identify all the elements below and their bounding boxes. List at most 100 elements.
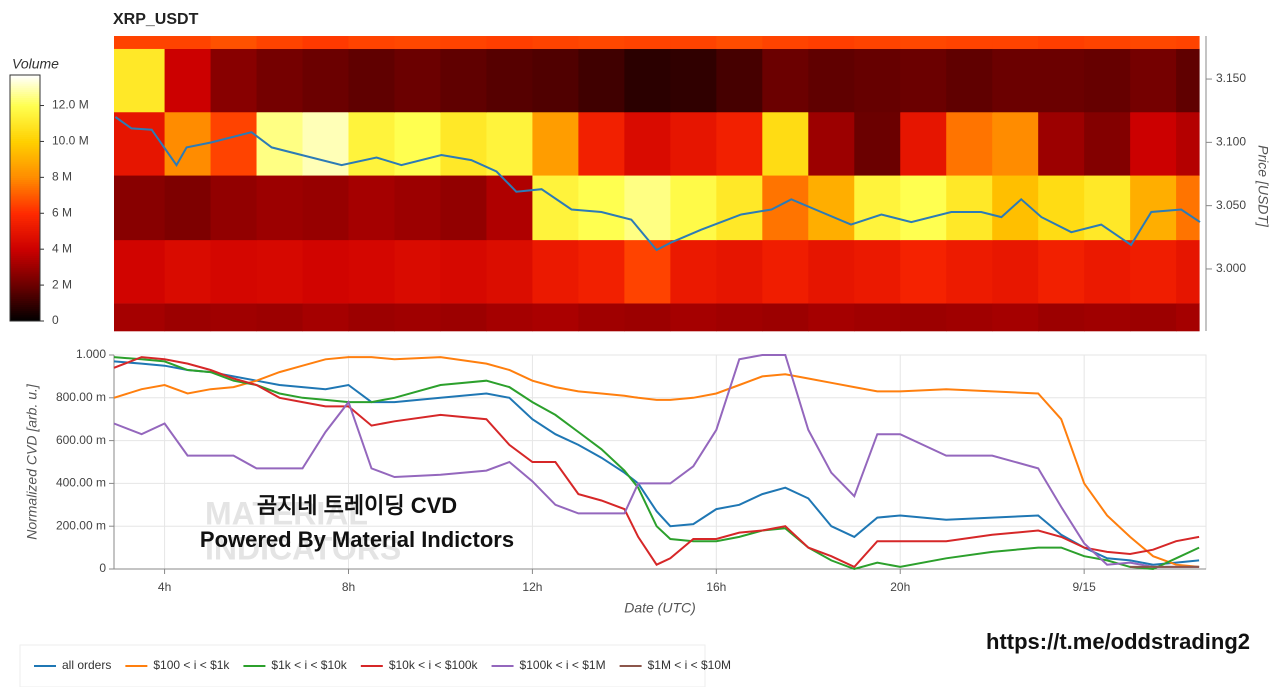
colorbar-swatch bbox=[10, 165, 40, 168]
colorbar-swatch bbox=[10, 214, 40, 217]
heatmap-cell bbox=[394, 239, 441, 304]
legend-label: $100 < i < $1k bbox=[153, 658, 230, 672]
colorbar-swatch bbox=[10, 116, 40, 119]
colorbar-swatch bbox=[10, 245, 40, 248]
heatmap-cell bbox=[1176, 303, 1200, 332]
x-axis-label: Date (UTC) bbox=[624, 600, 696, 616]
colorbar-swatch bbox=[10, 128, 40, 131]
colorbar-swatch bbox=[10, 228, 40, 232]
colorbar-title: Volume bbox=[12, 56, 59, 72]
heatmap-cell bbox=[486, 303, 533, 332]
cvd-line bbox=[113, 356, 1200, 568]
heatmap-cell bbox=[624, 175, 671, 241]
colorbar-swatch bbox=[10, 179, 40, 183]
heatmap-cell bbox=[348, 111, 395, 176]
heatmap-cell bbox=[440, 48, 487, 113]
heatmap-cell bbox=[256, 175, 304, 241]
heatmap-cell bbox=[164, 48, 212, 113]
colorbar-swatch bbox=[10, 107, 40, 111]
heatmap-cell bbox=[624, 48, 671, 113]
y-axis-label: Price [USDT] bbox=[1255, 145, 1271, 228]
colorbar-swatch bbox=[10, 282, 40, 285]
heatmap-cell bbox=[670, 111, 717, 176]
heatmap-cell bbox=[854, 239, 901, 304]
heatmap-cell bbox=[1130, 175, 1177, 241]
colorbar-swatch bbox=[10, 298, 40, 301]
logo-watermark: INDICATORS bbox=[205, 530, 401, 566]
colorbar-swatch bbox=[10, 251, 40, 254]
heatmap-cell bbox=[578, 239, 625, 304]
heatmap-cell bbox=[1130, 36, 1177, 49]
colorbar-swatch bbox=[10, 175, 40, 178]
colorbar-swatch bbox=[10, 202, 40, 205]
heatmap-cell bbox=[992, 239, 1039, 304]
heatmap-cell bbox=[348, 36, 395, 49]
heatmap-cell bbox=[302, 239, 349, 304]
heatmap-cell bbox=[808, 239, 855, 304]
heatmap-cell bbox=[440, 303, 487, 332]
colorbar-swatch bbox=[10, 204, 40, 207]
colorbar-swatch bbox=[10, 210, 40, 213]
colorbar-swatch bbox=[10, 247, 40, 250]
legend-label: $100k < i < $1M bbox=[520, 658, 606, 672]
colorbar-swatch bbox=[10, 132, 40, 135]
heatmap-cell bbox=[1038, 48, 1085, 113]
heatmap-cell bbox=[302, 48, 349, 113]
heatmap-cell bbox=[348, 303, 395, 332]
colorbar-swatch bbox=[10, 259, 40, 263]
colorbar-swatch bbox=[10, 95, 40, 99]
heatmap-cell bbox=[762, 36, 809, 49]
heatmap-cell bbox=[762, 111, 809, 176]
x-tick-label: 12h bbox=[522, 580, 542, 594]
heatmap-cell bbox=[670, 303, 717, 332]
heatmap-cell bbox=[1084, 175, 1131, 241]
colorbar-swatch bbox=[10, 120, 40, 123]
colorbar-swatch bbox=[10, 171, 40, 174]
heatmap-cell bbox=[1038, 239, 1085, 304]
colorbar-swatch bbox=[10, 111, 40, 115]
heatmap-cell bbox=[854, 111, 901, 176]
colorbar-swatch bbox=[10, 159, 40, 162]
colorbar-swatch bbox=[10, 216, 40, 219]
heatmap-cell bbox=[210, 36, 258, 49]
heatmap-cell bbox=[946, 239, 993, 304]
colorbar-swatch bbox=[10, 140, 40, 144]
heatmap-cell bbox=[1130, 48, 1177, 113]
colorbar-swatch bbox=[10, 226, 40, 230]
legend-label: all orders bbox=[62, 658, 111, 672]
heatmap-cell bbox=[114, 239, 166, 304]
colorbar-swatch bbox=[10, 183, 40, 187]
colorbar-swatch bbox=[10, 284, 40, 287]
colorbar-swatch bbox=[10, 91, 40, 94]
cvd-line bbox=[113, 354, 1200, 568]
colorbar-swatch bbox=[10, 292, 40, 295]
colorbar-swatch bbox=[10, 152, 40, 156]
heatmap-cell bbox=[624, 111, 671, 176]
heatmap-cell bbox=[946, 175, 993, 241]
colorbar-swatch bbox=[10, 222, 40, 226]
heatmap-cell bbox=[1130, 239, 1177, 304]
heatmap-cell bbox=[900, 239, 947, 304]
heatmap-cell bbox=[256, 48, 304, 113]
heatmap-cell bbox=[854, 303, 901, 332]
heatmap-cell bbox=[486, 36, 533, 49]
heatmap-cell bbox=[992, 111, 1039, 176]
heatmap-cell bbox=[578, 111, 625, 176]
y-tick-label: 3.100 bbox=[1216, 135, 1246, 149]
heatmap-cell bbox=[532, 36, 579, 49]
x-tick-label: 9/15 bbox=[1072, 580, 1096, 594]
heatmap-cell bbox=[164, 36, 212, 49]
heatmap-cell bbox=[256, 239, 304, 304]
colorbar-swatch bbox=[10, 267, 40, 271]
colorbar-swatch bbox=[10, 103, 40, 107]
colorbar-swatch bbox=[10, 157, 40, 160]
heatmap-cell bbox=[808, 303, 855, 332]
heatmap-cell bbox=[808, 111, 855, 176]
colorbar-swatch bbox=[10, 212, 40, 215]
colorbar-swatch bbox=[10, 124, 40, 127]
heatmap-cell bbox=[670, 48, 717, 113]
y-tick-label: 0 bbox=[99, 561, 106, 575]
legend-label: $1M < i < $10M bbox=[648, 658, 731, 672]
colorbar-swatch bbox=[10, 208, 40, 211]
